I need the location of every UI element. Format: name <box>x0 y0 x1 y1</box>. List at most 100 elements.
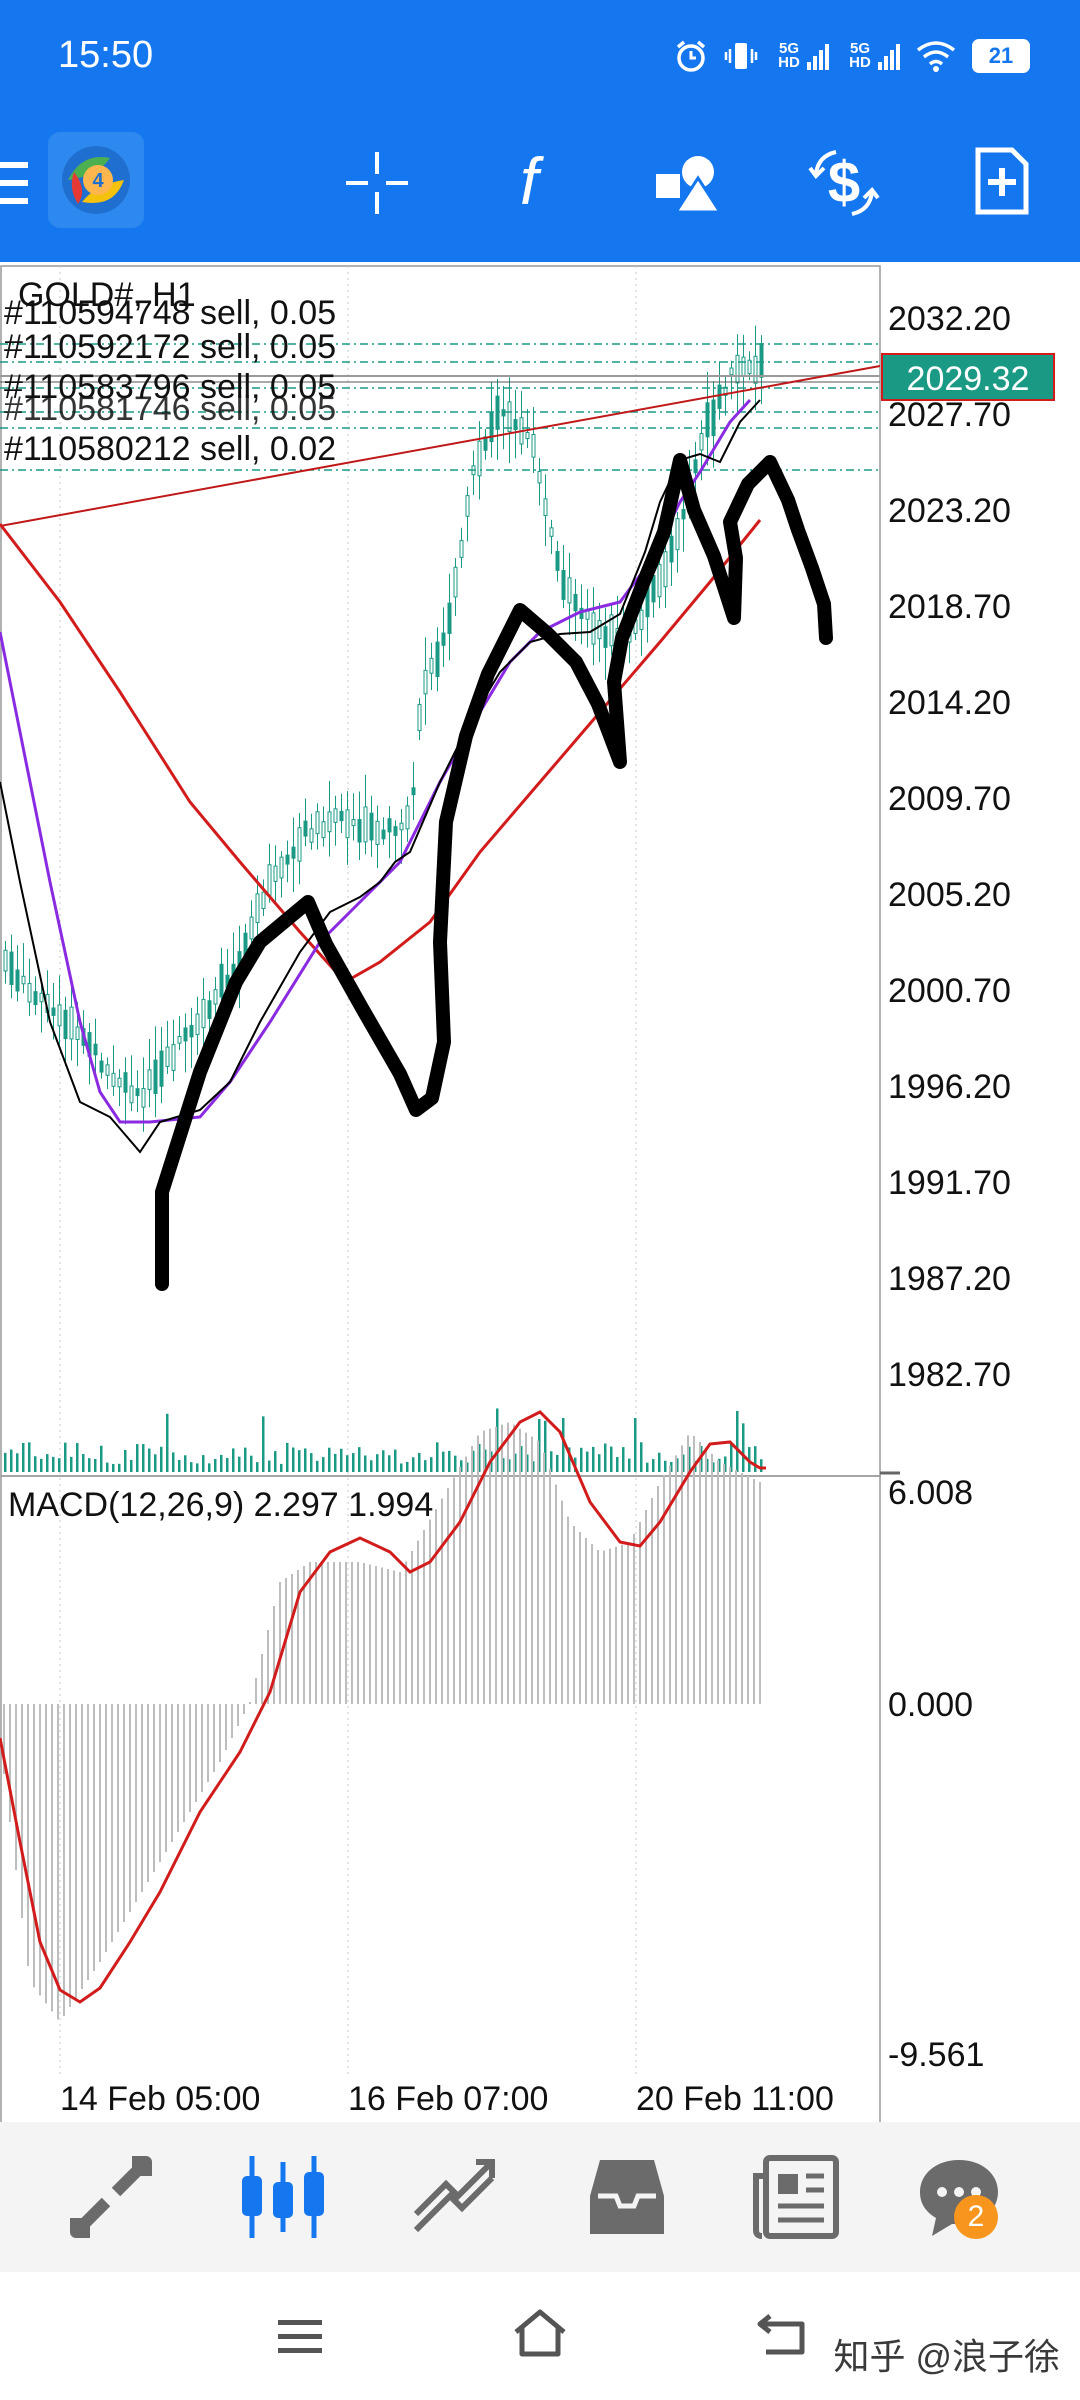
price-tick-label: 2014.20 <box>888 684 1011 722</box>
candle-body <box>321 821 326 839</box>
price-tick-label: 1982.70 <box>888 1356 1011 1394</box>
volume-bar <box>520 1446 523 1472</box>
volume-bar <box>322 1457 325 1472</box>
system-navigation: 知乎 @浪子徐 <box>0 2272 1080 2400</box>
volume-bar <box>508 1459 511 1472</box>
volume-bar <box>196 1463 199 1472</box>
svg-text:f: f <box>520 148 545 216</box>
new-order-icon[interactable] <box>974 146 1030 216</box>
volume-bar <box>664 1460 667 1472</box>
volume-bar <box>82 1453 85 1472</box>
macd-signal-line <box>0 1410 766 2004</box>
candle-body <box>363 806 368 843</box>
price-chart[interactable]: GOLD#, H1 #110594748 sell, 0.05 #1105921… <box>0 262 1080 2122</box>
candle-body <box>357 819 362 843</box>
candle-body <box>465 495 470 517</box>
price-tick-label: 2000.70 <box>888 972 1011 1010</box>
back-icon[interactable] <box>756 2310 808 2358</box>
candle-body <box>309 828 314 843</box>
volume-bar <box>262 1416 265 1472</box>
candle-body <box>93 1043 98 1056</box>
crosshair-icon[interactable] <box>346 152 408 214</box>
recents-icon[interactable] <box>276 2316 324 2356</box>
candle-body <box>135 1088 140 1097</box>
candle-body <box>273 865 278 882</box>
candle-body <box>567 577 572 604</box>
history-icon[interactable] <box>582 2152 672 2242</box>
volume-bar <box>4 1452 7 1472</box>
volume-bar <box>556 1454 559 1472</box>
svg-text:4: 4 <box>92 170 104 192</box>
current-price-label: 2029.32 <box>907 360 1030 398</box>
candle-body <box>741 356 746 377</box>
quotes-icon[interactable] <box>66 2152 156 2242</box>
volume-bar <box>376 1454 379 1472</box>
symbol-label: GOLD#, H1 <box>18 276 196 314</box>
time-tick-label: 16 Feb 07:00 <box>348 2080 548 2118</box>
home-icon[interactable] <box>510 2306 570 2360</box>
menu-icon[interactable] <box>0 160 30 206</box>
volume-bar <box>280 1463 283 1472</box>
candle-body <box>669 535 674 563</box>
volume-bar <box>538 1418 541 1472</box>
charts-icon[interactable] <box>238 2152 328 2242</box>
candle-body <box>99 1060 104 1073</box>
chart-toolbar: 4 f $ <box>0 112 1080 262</box>
candle-body <box>33 991 38 1006</box>
volume-bar <box>256 1462 259 1472</box>
trade-icon[interactable]: $ <box>806 146 882 220</box>
candle-body <box>381 829 386 840</box>
volume-bar <box>460 1460 463 1472</box>
volume-bar <box>592 1446 595 1472</box>
macd-axis: 6.008 0.000 -9.561 <box>888 1474 984 2074</box>
volume-bar <box>658 1452 661 1472</box>
candle-body <box>693 459 698 474</box>
candle-body <box>351 819 356 827</box>
volume-bar <box>28 1442 31 1472</box>
candle-body <box>417 704 422 732</box>
volume-bar <box>166 1413 169 1472</box>
volume-bar <box>286 1442 289 1472</box>
volume-bar <box>178 1459 181 1472</box>
volume-bar <box>382 1450 385 1472</box>
volume-bar <box>346 1455 349 1472</box>
candle-body <box>543 498 548 517</box>
candle-body <box>597 620 602 640</box>
volume-bar <box>112 1463 115 1472</box>
volume-bar <box>238 1456 241 1472</box>
order-lines <box>0 343 880 471</box>
volume-bar <box>466 1462 469 1472</box>
volume-bar <box>754 1446 757 1472</box>
candle-body <box>69 1006 74 1040</box>
status-icons: 5G HD 5G HD 21 <box>674 34 1030 78</box>
volume-bar <box>70 1456 73 1472</box>
indicators-icon[interactable]: f <box>506 148 552 216</box>
candle-body <box>207 1000 212 1019</box>
volume-bar <box>172 1452 175 1472</box>
candle-body <box>315 811 320 835</box>
candle-body <box>711 399 716 437</box>
objects-icon[interactable] <box>656 152 720 214</box>
volume-bar <box>712 1462 715 1472</box>
candle-body <box>705 402 710 438</box>
volume-bar <box>334 1453 337 1472</box>
metatrader-logo[interactable]: 4 <box>48 132 144 228</box>
candle-body <box>333 808 338 823</box>
price-tick-label: 2023.20 <box>888 492 1011 530</box>
news-icon[interactable] <box>752 2152 842 2242</box>
candle-body <box>255 893 260 924</box>
candle-body <box>297 827 302 862</box>
volume-bar <box>64 1442 67 1472</box>
candle-body <box>141 1088 146 1108</box>
trade-icon[interactable] <box>410 2152 500 2242</box>
volume-bar <box>76 1442 79 1472</box>
candle-body <box>9 951 14 985</box>
candle-body <box>549 527 554 537</box>
wifi-icon <box>916 41 956 72</box>
candle-body <box>501 409 506 417</box>
bottom-navigation <box>0 2122 1080 2272</box>
volume-bar <box>364 1455 367 1472</box>
freehand-drawing <box>155 453 833 1291</box>
candle-body <box>681 508 686 520</box>
signal-icon: 5G HD <box>845 41 900 70</box>
